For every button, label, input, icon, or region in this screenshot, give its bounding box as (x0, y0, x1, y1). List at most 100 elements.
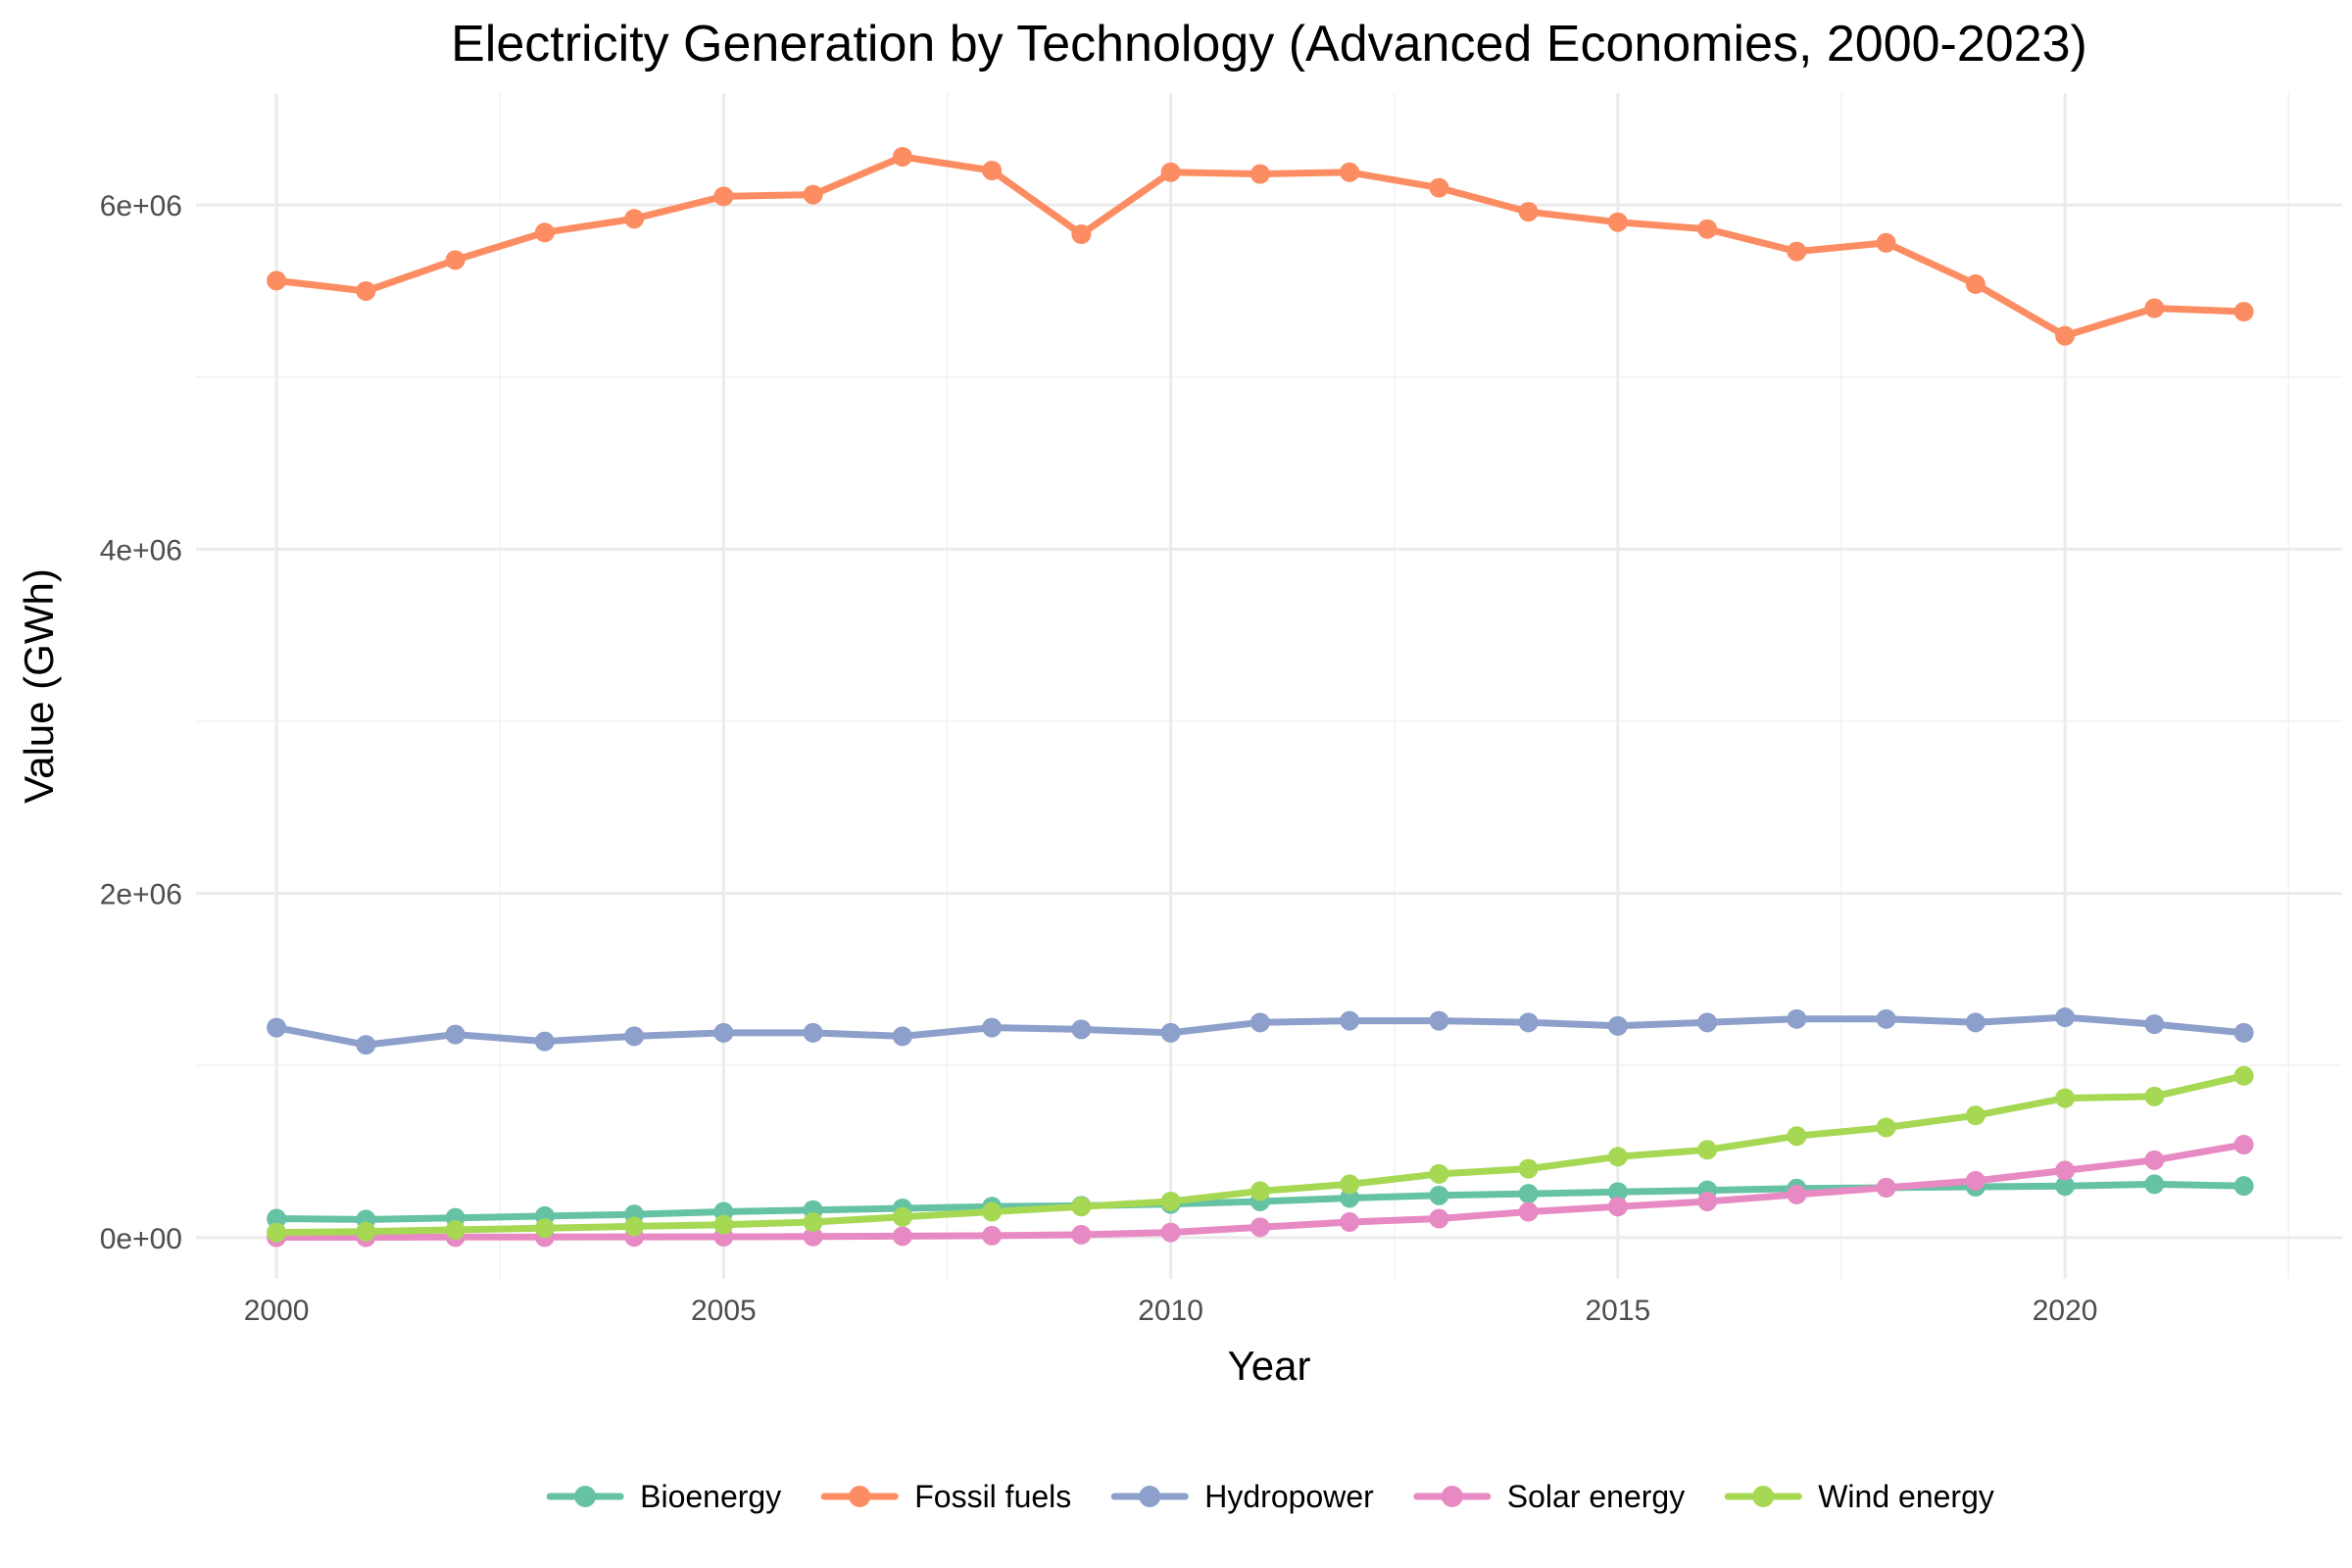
legend-item-hydropower: Hydropower (1110, 1479, 1374, 1514)
data-point-hydropower (1518, 1012, 1539, 1033)
data-point-hydropower (2144, 1014, 2165, 1035)
data-point-fossil-fuels (445, 250, 466, 270)
data-point-bioenergy (267, 1208, 287, 1229)
data-point-bioenergy (2144, 1174, 2165, 1195)
data-point-wind-energy (892, 1206, 912, 1227)
legend-item-fossil-fuels: Fossil fuels (820, 1479, 1071, 1514)
y-tick-label: 0e+00 (100, 1223, 182, 1255)
data-point-wind-energy (267, 1222, 287, 1243)
data-point-fossil-fuels (624, 209, 645, 229)
data-point-fossil-fuels (713, 186, 734, 207)
legend-label: Wind energy (1818, 1479, 1994, 1514)
data-point-bioenergy (1518, 1184, 1539, 1204)
legend-item-wind-energy: Wind energy (1724, 1479, 1994, 1514)
data-point-hydropower (1071, 1019, 1092, 1040)
data-point-fossil-fuels (2144, 298, 2165, 318)
series-wind-energy (267, 1065, 2254, 1243)
data-point-hydropower (445, 1024, 466, 1045)
data-point-wind-energy (982, 1201, 1003, 1222)
data-point-hydropower (892, 1026, 912, 1047)
data-point-hydropower (1965, 1012, 1985, 1033)
data-point-solar-energy (982, 1225, 1003, 1246)
data-point-solar-energy (1250, 1217, 1270, 1238)
data-point-fossil-fuels (982, 161, 1003, 181)
data-point-hydropower (1250, 1012, 1270, 1033)
series-hydropower (267, 1007, 2254, 1055)
data-point-solar-energy (892, 1226, 912, 1247)
chart-title: Electricity Generation by Technology (Ad… (451, 16, 2087, 73)
data-point-fossil-fuels (1340, 162, 1360, 182)
data-point-hydropower (624, 1026, 645, 1047)
x-tick-label: 2000 (244, 1295, 310, 1327)
y-axis-ticks: 0e+00 2e+06 4e+06 6e+06 (100, 190, 182, 1255)
y-tick-label: 6e+06 (100, 190, 182, 222)
data-point-fossil-fuels (1250, 164, 1270, 184)
data-point-fossil-fuels (1876, 232, 1896, 253)
data-point-wind-energy (2055, 1088, 2076, 1108)
data-point-wind-energy (2144, 1086, 2165, 1106)
data-point-solar-energy (1965, 1170, 1985, 1191)
legend-label: Hydropower (1204, 1479, 1374, 1514)
y-tick-label: 4e+06 (100, 534, 182, 566)
legend-key-point (574, 1486, 597, 1507)
data-point-wind-energy (1250, 1181, 1270, 1201)
grid-lines (196, 93, 2342, 1279)
data-point-hydropower (534, 1031, 555, 1052)
data-point-fossil-fuels (2055, 325, 2076, 346)
data-point-wind-energy (1429, 1163, 1449, 1184)
data-point-wind-energy (1697, 1140, 1718, 1160)
y-tick-label: 2e+06 (100, 879, 182, 911)
data-point-hydropower (713, 1022, 734, 1043)
x-tick-label: 2010 (1138, 1295, 1203, 1327)
data-point-fossil-fuels (356, 280, 376, 301)
x-tick-label: 2005 (691, 1295, 757, 1327)
x-axis-ticks: 2000 2005 2010 2015 2020 (244, 1295, 2098, 1327)
data-point-wind-energy (2233, 1065, 2254, 1086)
data-point-wind-energy (1965, 1105, 1985, 1126)
y-axis-title: Value (GWh) (16, 568, 62, 804)
legend-key-point (1752, 1486, 1775, 1507)
data-point-hydropower (1787, 1008, 1807, 1029)
data-point-wind-energy (713, 1214, 734, 1235)
data-point-solar-energy (1787, 1184, 1807, 1204)
data-point-solar-energy (2144, 1150, 2165, 1170)
data-point-wind-energy (1607, 1147, 1628, 1167)
series-lines (267, 146, 2254, 1248)
data-point-fossil-fuels (2233, 302, 2254, 322)
data-point-hydropower (803, 1022, 823, 1043)
data-point-hydropower (1340, 1010, 1360, 1031)
legend: Bioenergy Fossil fuels Hydropower Solar ene… (546, 1479, 1994, 1514)
data-point-fossil-fuels (534, 222, 555, 243)
data-point-solar-energy (1160, 1222, 1181, 1243)
data-point-bioenergy (1429, 1185, 1449, 1205)
x-axis-title: Year (1228, 1343, 1311, 1389)
legend-key-point (1441, 1486, 1463, 1507)
legend-item-bioenergy: Bioenergy (546, 1479, 781, 1514)
data-point-hydropower (1607, 1015, 1628, 1036)
data-point-wind-energy (803, 1212, 823, 1233)
x-tick-label: 2015 (1586, 1295, 1651, 1327)
data-point-hydropower (267, 1017, 287, 1038)
data-point-fossil-fuels (892, 146, 912, 167)
data-point-solar-energy (1876, 1177, 1896, 1198)
data-point-hydropower (1429, 1010, 1449, 1031)
data-point-wind-energy (1340, 1174, 1360, 1195)
data-point-wind-energy (1160, 1191, 1181, 1211)
data-point-solar-energy (1429, 1208, 1449, 1229)
data-point-wind-energy (1518, 1158, 1539, 1179)
data-point-wind-energy (1787, 1126, 1807, 1147)
data-point-wind-energy (624, 1216, 645, 1237)
data-point-wind-energy (445, 1219, 466, 1240)
data-point-bioenergy (2233, 1176, 2254, 1197)
data-point-bioenergy (2055, 1176, 2076, 1197)
data-point-fossil-fuels (1518, 202, 1539, 222)
data-point-wind-energy (1876, 1117, 1896, 1138)
data-point-solar-energy (1071, 1224, 1092, 1245)
data-point-hydropower (982, 1017, 1003, 1038)
legend-key-point (1139, 1486, 1161, 1507)
data-point-fossil-fuels (803, 184, 823, 205)
legend-item-solar-energy: Solar energy (1413, 1479, 1685, 1514)
data-point-bioenergy (1340, 1188, 1360, 1208)
data-point-solar-energy (2055, 1160, 2076, 1181)
